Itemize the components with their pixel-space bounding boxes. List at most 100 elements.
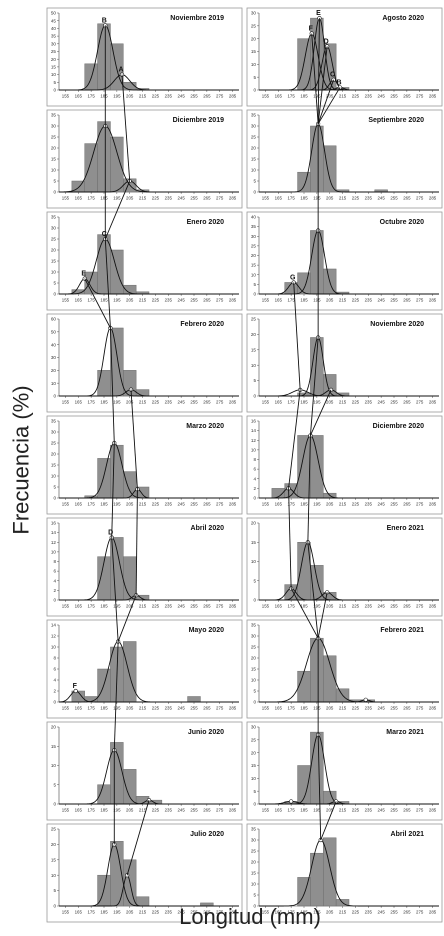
progression-line <box>317 79 334 124</box>
x-tick-label: 185 <box>100 706 108 711</box>
x-tick-label: 285 <box>229 196 237 201</box>
panel-frame <box>246 313 443 413</box>
x-tick-label: 165 <box>75 196 83 201</box>
y-tick-label: 15 <box>251 540 257 545</box>
y-tick-label: 10 <box>251 363 257 368</box>
x-tick-label: 255 <box>190 808 198 813</box>
x-tick-label: 225 <box>352 298 360 303</box>
y-tick-label: 0 <box>253 598 256 603</box>
x-tick-label: 165 <box>275 808 283 813</box>
y-tick-label: 12 <box>251 438 257 443</box>
x-tick-label: 265 <box>203 196 211 201</box>
y-tick-label: 5 <box>53 888 56 893</box>
x-tick-label: 275 <box>416 706 424 711</box>
x-tick-label: 185 <box>100 94 108 99</box>
progression-line <box>117 595 137 642</box>
x-tick-label: 265 <box>403 298 411 303</box>
fitted-curve <box>59 74 239 91</box>
y-tick-label: 35 <box>51 215 57 220</box>
x-tick-label: 195 <box>113 706 121 711</box>
y-tick-label: 40 <box>51 26 57 31</box>
x-tick-label: 245 <box>377 502 385 507</box>
chart-panel: 0 5 10 15 20 25 30 155 165 175 185 195 205 215 225 235 2… <box>246 7 443 107</box>
cohort-progression-lines <box>84 18 341 876</box>
x-tick-label: 155 <box>262 910 270 915</box>
y-tick-label: 25 <box>251 243 257 248</box>
x-tick-label: 245 <box>177 400 185 405</box>
x-tick-label: 225 <box>352 604 360 609</box>
x-tick-label: 235 <box>365 502 373 507</box>
x-tick-label: 285 <box>429 400 437 405</box>
y-tick-label: 8 <box>53 559 56 564</box>
y-tick-label: 15 <box>251 157 257 162</box>
x-tick-label: 185 <box>300 196 308 201</box>
x-tick-label: 165 <box>75 910 83 915</box>
x-tick-label: 165 <box>275 706 283 711</box>
chart-panel: 0 5 10 15 20 155 165 175 185 195 205 215 225 235 245 25… <box>246 517 443 617</box>
x-tick-label: 155 <box>62 196 70 201</box>
x-tick-label: 205 <box>326 706 334 711</box>
y-tick-label: 35 <box>251 224 257 229</box>
x-tick-label: 165 <box>275 298 283 303</box>
histogram-bar <box>284 483 298 499</box>
x-tick-label: 195 <box>313 196 321 201</box>
y-tick-label: 45 <box>51 18 57 23</box>
panel-frame <box>46 619 243 719</box>
y-tick-label: 15 <box>251 763 257 768</box>
chart-panel: 0 5 10 15 20 25 155 165 175 185 195 205 215 225 235 245… <box>46 823 243 923</box>
x-tick-label: 175 <box>287 502 295 507</box>
x-tick-label: 195 <box>313 910 321 915</box>
x-tick-label: 225 <box>152 94 160 99</box>
x-tick-label: 285 <box>229 400 237 405</box>
progression-line <box>113 641 119 751</box>
histogram-bar <box>135 896 150 907</box>
x-tick-label: 275 <box>216 808 224 813</box>
panel-title: Diciembre 2020 <box>373 423 424 430</box>
panel-frame <box>46 313 243 413</box>
x-tick-label: 155 <box>62 94 70 99</box>
x-tick-label: 195 <box>313 400 321 405</box>
y-tick-label: 20 <box>251 750 257 755</box>
panel-title: Septiembre 2020 <box>368 117 424 124</box>
x-tick-label: 195 <box>313 706 321 711</box>
x-tick-label: 155 <box>62 808 70 813</box>
y-tick-label: 10 <box>251 447 257 452</box>
x-tick-label: 155 <box>262 196 270 201</box>
x-tick-label: 215 <box>139 94 147 99</box>
x-tick-label: 175 <box>287 706 295 711</box>
x-tick-label: 255 <box>190 400 198 405</box>
y-tick-label: 35 <box>51 113 57 118</box>
x-tick-label: 155 <box>262 604 270 609</box>
y-tick-label: 10 <box>51 645 57 650</box>
x-tick-label: 225 <box>152 808 160 813</box>
x-tick-label: 265 <box>203 706 211 711</box>
x-tick-label: 195 <box>113 910 121 915</box>
y-tick-label: 10 <box>51 474 57 479</box>
fitted-curve <box>259 839 439 907</box>
x-tick-label: 285 <box>229 706 237 711</box>
y-tick-label: 20 <box>251 860 257 865</box>
y-tick-label: 0 <box>253 88 256 93</box>
fitted-curve <box>259 591 439 601</box>
panel-title: Enero 2021 <box>387 525 424 532</box>
x-tick-label: 155 <box>62 502 70 507</box>
cohort-label: E <box>316 10 321 17</box>
progression-line <box>111 442 115 538</box>
x-tick-label: 245 <box>377 400 385 405</box>
progression-line <box>317 46 328 124</box>
x-tick-label: 245 <box>177 94 185 99</box>
y-tick-label: 35 <box>251 113 257 118</box>
x-tick-label: 225 <box>352 196 360 201</box>
panel-title: Noviembre 2019 <box>170 15 224 22</box>
chart-panel: 0 5 10 15 20 25 155 165 175 185 195 205 215 225 235 245… <box>246 313 443 413</box>
x-tick-label: 175 <box>287 400 295 405</box>
y-tick-label: 0 <box>53 598 56 603</box>
x-tick-label: 175 <box>87 604 95 609</box>
y-tick-label: 10 <box>251 272 257 277</box>
panel-title: Julio 2020 <box>190 831 224 838</box>
y-tick-label: 25 <box>251 737 257 742</box>
fitted-curve <box>259 123 439 193</box>
histogram-bar <box>110 249 124 295</box>
x-tick-label: 185 <box>300 706 308 711</box>
